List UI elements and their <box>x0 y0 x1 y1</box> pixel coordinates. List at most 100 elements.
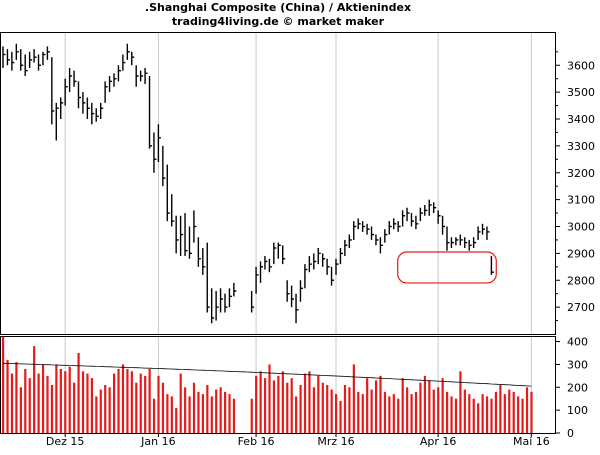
price-axis-label: 2800 <box>567 274 595 287</box>
volume-axis-label: 400 <box>567 336 588 349</box>
price-bar <box>472 237 477 248</box>
price-bar <box>348 234 352 248</box>
price-bar <box>135 65 139 87</box>
price-bar <box>326 258 330 275</box>
price-axis-label: 3400 <box>567 113 595 126</box>
volume-bar <box>28 378 31 433</box>
volume-bar <box>299 385 302 433</box>
volume-bar <box>10 373 14 433</box>
price-bar <box>308 256 312 273</box>
price-bar <box>162 145 166 187</box>
volume-ma-line <box>2 362 532 387</box>
price-axis-label: 3300 <box>567 140 595 153</box>
price-bars <box>2 43 494 324</box>
volume-bar <box>454 398 458 433</box>
price-bar <box>446 226 450 251</box>
volume-bar <box>161 382 165 433</box>
volume-bar <box>15 362 18 433</box>
price-bar <box>131 51 135 66</box>
price-bar <box>401 210 406 227</box>
volume-bar <box>157 375 160 433</box>
price-bar <box>366 223 370 235</box>
volume-bar <box>206 385 209 433</box>
price-bar <box>397 221 401 232</box>
price-bar <box>477 226 481 240</box>
volume-bar <box>41 364 45 433</box>
volume-bar <box>81 371 85 433</box>
price-bar <box>415 215 419 230</box>
price-bar <box>339 248 343 265</box>
volume-axis-label: 200 <box>567 381 588 394</box>
price-bar <box>361 221 366 232</box>
price-bar <box>117 65 121 82</box>
volume-bar <box>450 396 453 433</box>
price-bar <box>264 256 268 270</box>
volume-bar <box>277 375 280 433</box>
volume-bar <box>459 371 462 433</box>
volume-moving-average <box>2 362 532 387</box>
volume-bar <box>130 371 133 433</box>
volume-bar <box>397 398 400 433</box>
price-bar <box>419 207 423 222</box>
price-bar <box>42 51 46 66</box>
volume-axis-label: 0 <box>567 427 574 440</box>
volume-bar <box>188 396 191 433</box>
price-bar <box>228 288 232 308</box>
x-axis-label: Jan 16 <box>140 435 175 448</box>
volume-bar <box>73 382 76 433</box>
price-bar <box>330 266 335 286</box>
price-bar <box>410 213 414 227</box>
chart-title: .Shanghai Composite (China) / Aktieninde… <box>145 1 411 14</box>
volume-bar <box>210 396 213 433</box>
volume-bar <box>317 375 320 433</box>
volume-bar <box>184 387 187 433</box>
volume-bar <box>361 394 364 433</box>
price-bar <box>193 210 197 243</box>
volume-bar <box>263 378 267 433</box>
volume-axis-label: 300 <box>567 358 588 371</box>
price-axis-label: 3200 <box>567 167 595 180</box>
price-bar <box>379 237 383 254</box>
price-bar <box>153 132 157 173</box>
price-bar <box>86 97 90 119</box>
volume-bar <box>472 398 475 433</box>
price-axis-label: 3500 <box>567 86 595 99</box>
price-bar <box>77 81 81 109</box>
volume-bar <box>19 387 22 433</box>
volume-bar <box>303 373 307 433</box>
price-axis-label: 3100 <box>567 194 595 207</box>
price-bar <box>428 199 432 216</box>
volume-bar <box>512 391 515 433</box>
price-bar <box>68 67 73 93</box>
volume-bar <box>95 396 98 433</box>
volume-bar <box>90 378 93 433</box>
price-bar <box>197 237 201 267</box>
price-bar <box>122 54 126 71</box>
annotations <box>397 251 497 284</box>
price-bar <box>450 237 454 248</box>
volume-bar <box>321 382 324 433</box>
volume-bar <box>121 364 125 433</box>
volume-bar <box>392 394 395 433</box>
price-bar <box>20 49 24 71</box>
price-bar <box>175 215 179 254</box>
volume-bar <box>366 378 369 433</box>
volume-bar <box>503 394 506 433</box>
price-bar <box>317 248 321 265</box>
volume-bar <box>224 391 227 433</box>
volume-bar <box>290 378 293 433</box>
volume-bar <box>428 380 431 433</box>
price-bar <box>51 57 55 125</box>
price-axis-label: 2900 <box>567 247 595 260</box>
price-bar <box>224 293 228 313</box>
volume-bar <box>374 380 378 433</box>
price-bar <box>233 282 237 297</box>
volume-bar <box>24 369 27 433</box>
price-bar <box>384 229 388 243</box>
volume-bar <box>6 359 9 433</box>
price-bar <box>179 215 184 257</box>
x-axis-label: Mrz 16 <box>317 435 354 448</box>
price-bar <box>91 102 95 125</box>
